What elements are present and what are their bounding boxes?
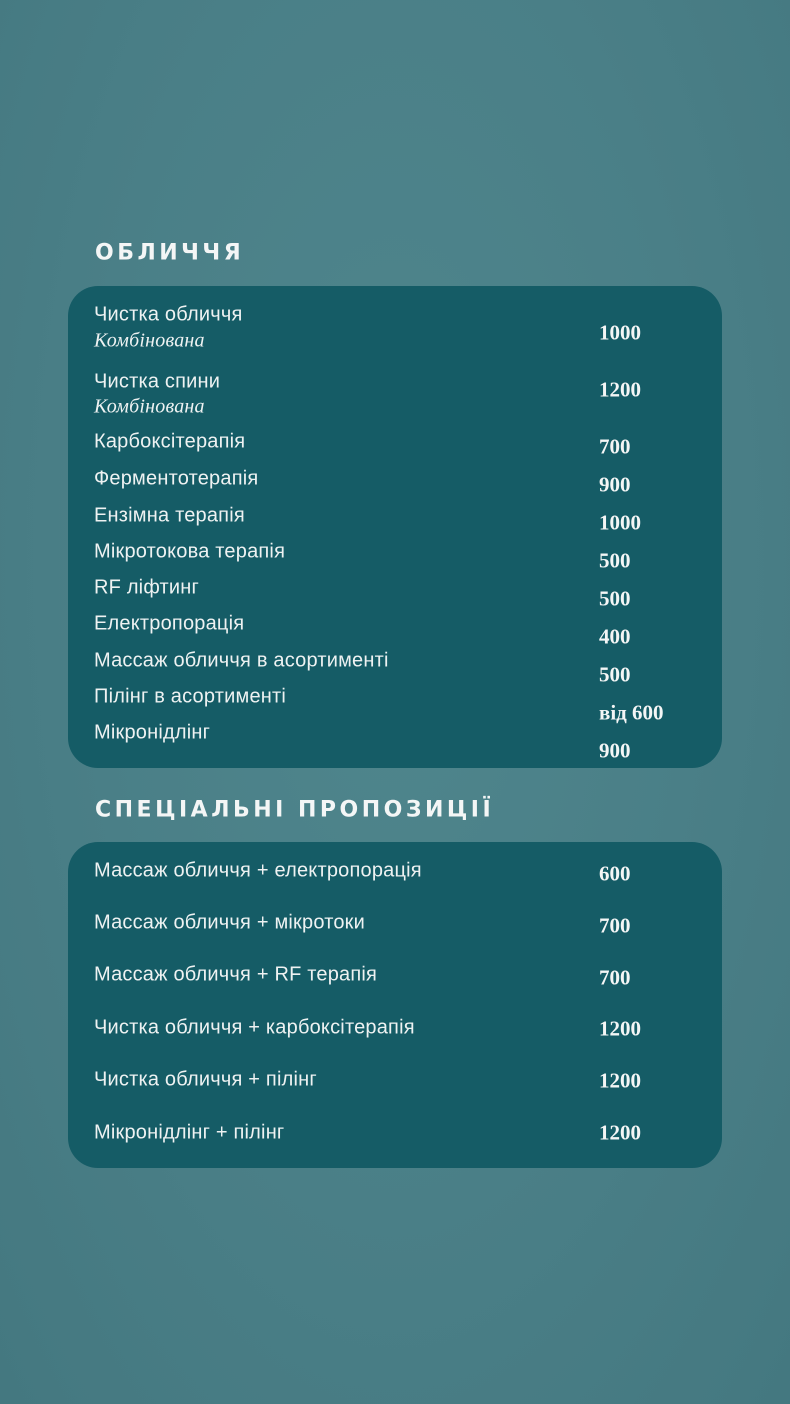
offer-name: Массаж обличчя + мікротоки <box>94 911 365 934</box>
service-price: 1200 <box>599 377 641 402</box>
service-name: Массаж обличчя в асортименті <box>94 649 389 672</box>
section-title-special: СПЕЦІАЛЬНІ ПРОПОЗИЦІЇ <box>95 797 495 823</box>
offer-price: 1200 <box>599 1016 641 1041</box>
service-price: 700 <box>599 434 631 459</box>
face-price-card <box>68 286 722 768</box>
service-name: RF ліфтинг <box>94 576 200 599</box>
service-name: Чистка обличчя <box>94 303 243 326</box>
service-price: 900 <box>599 738 631 763</box>
service-price: 400 <box>599 624 631 649</box>
service-name: Пілінг в асортименті <box>94 685 287 708</box>
service-name: Чистка спини <box>94 370 221 393</box>
service-name: Мікротокова терапія <box>94 540 286 563</box>
offer-name: Чистка обличчя + карбоксітерапія <box>94 1016 415 1039</box>
service-price: 1000 <box>599 320 641 345</box>
offer-price: 600 <box>599 861 631 886</box>
service-price: 500 <box>599 548 631 573</box>
service-subtitle: Комбінована <box>94 329 205 352</box>
section-title-face: ОБЛИЧЧЯ <box>95 240 245 266</box>
service-name: Ензімна терапія <box>94 504 245 527</box>
offer-name: Массаж обличчя + електропорація <box>94 859 422 882</box>
special-price-card <box>68 842 722 1168</box>
offer-name: Чистка обличчя + пілінг <box>94 1068 317 1091</box>
offer-name: Мікронідлінг + пілінг <box>94 1121 285 1144</box>
service-price: від 600 <box>599 700 664 725</box>
offer-price: 700 <box>599 965 631 990</box>
service-price: 1000 <box>599 510 641 535</box>
service-price: 500 <box>599 586 631 611</box>
service-price: 900 <box>599 472 631 497</box>
service-price: 500 <box>599 662 631 687</box>
service-name: Мікронідлінг <box>94 721 211 744</box>
service-subtitle: Комбінована <box>94 395 205 418</box>
service-name: Карбоксітерапія <box>94 430 246 453</box>
offer-price: 1200 <box>599 1068 641 1093</box>
offer-price: 700 <box>599 913 631 938</box>
offer-name: Массаж обличчя + RF терапія <box>94 963 378 986</box>
service-name: Ферментотерапія <box>94 467 259 490</box>
offer-price: 1200 <box>599 1120 641 1145</box>
service-name: Електропорація <box>94 612 245 635</box>
